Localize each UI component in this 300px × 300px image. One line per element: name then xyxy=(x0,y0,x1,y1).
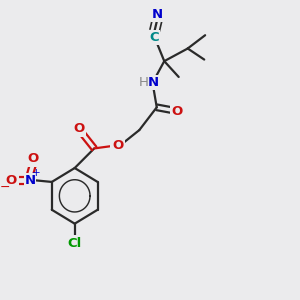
Text: N: N xyxy=(148,76,159,89)
FancyBboxPatch shape xyxy=(2,172,19,188)
FancyBboxPatch shape xyxy=(110,137,125,153)
Text: O: O xyxy=(28,152,39,165)
Text: O: O xyxy=(5,174,16,187)
FancyBboxPatch shape xyxy=(65,236,84,251)
Text: O: O xyxy=(172,105,183,118)
FancyBboxPatch shape xyxy=(170,103,185,119)
Text: H: H xyxy=(139,76,149,89)
Text: O: O xyxy=(112,139,123,152)
Text: C: C xyxy=(150,31,160,44)
FancyBboxPatch shape xyxy=(26,151,41,167)
Text: O: O xyxy=(73,122,84,135)
FancyBboxPatch shape xyxy=(147,75,159,90)
FancyBboxPatch shape xyxy=(138,75,150,90)
FancyBboxPatch shape xyxy=(24,173,36,188)
FancyBboxPatch shape xyxy=(71,121,86,137)
FancyBboxPatch shape xyxy=(149,30,161,45)
Text: N: N xyxy=(152,8,163,21)
Text: Cl: Cl xyxy=(68,237,82,250)
FancyBboxPatch shape xyxy=(151,7,163,22)
Text: N: N xyxy=(25,174,36,187)
Text: +: + xyxy=(32,168,40,178)
Text: −: − xyxy=(0,181,10,194)
